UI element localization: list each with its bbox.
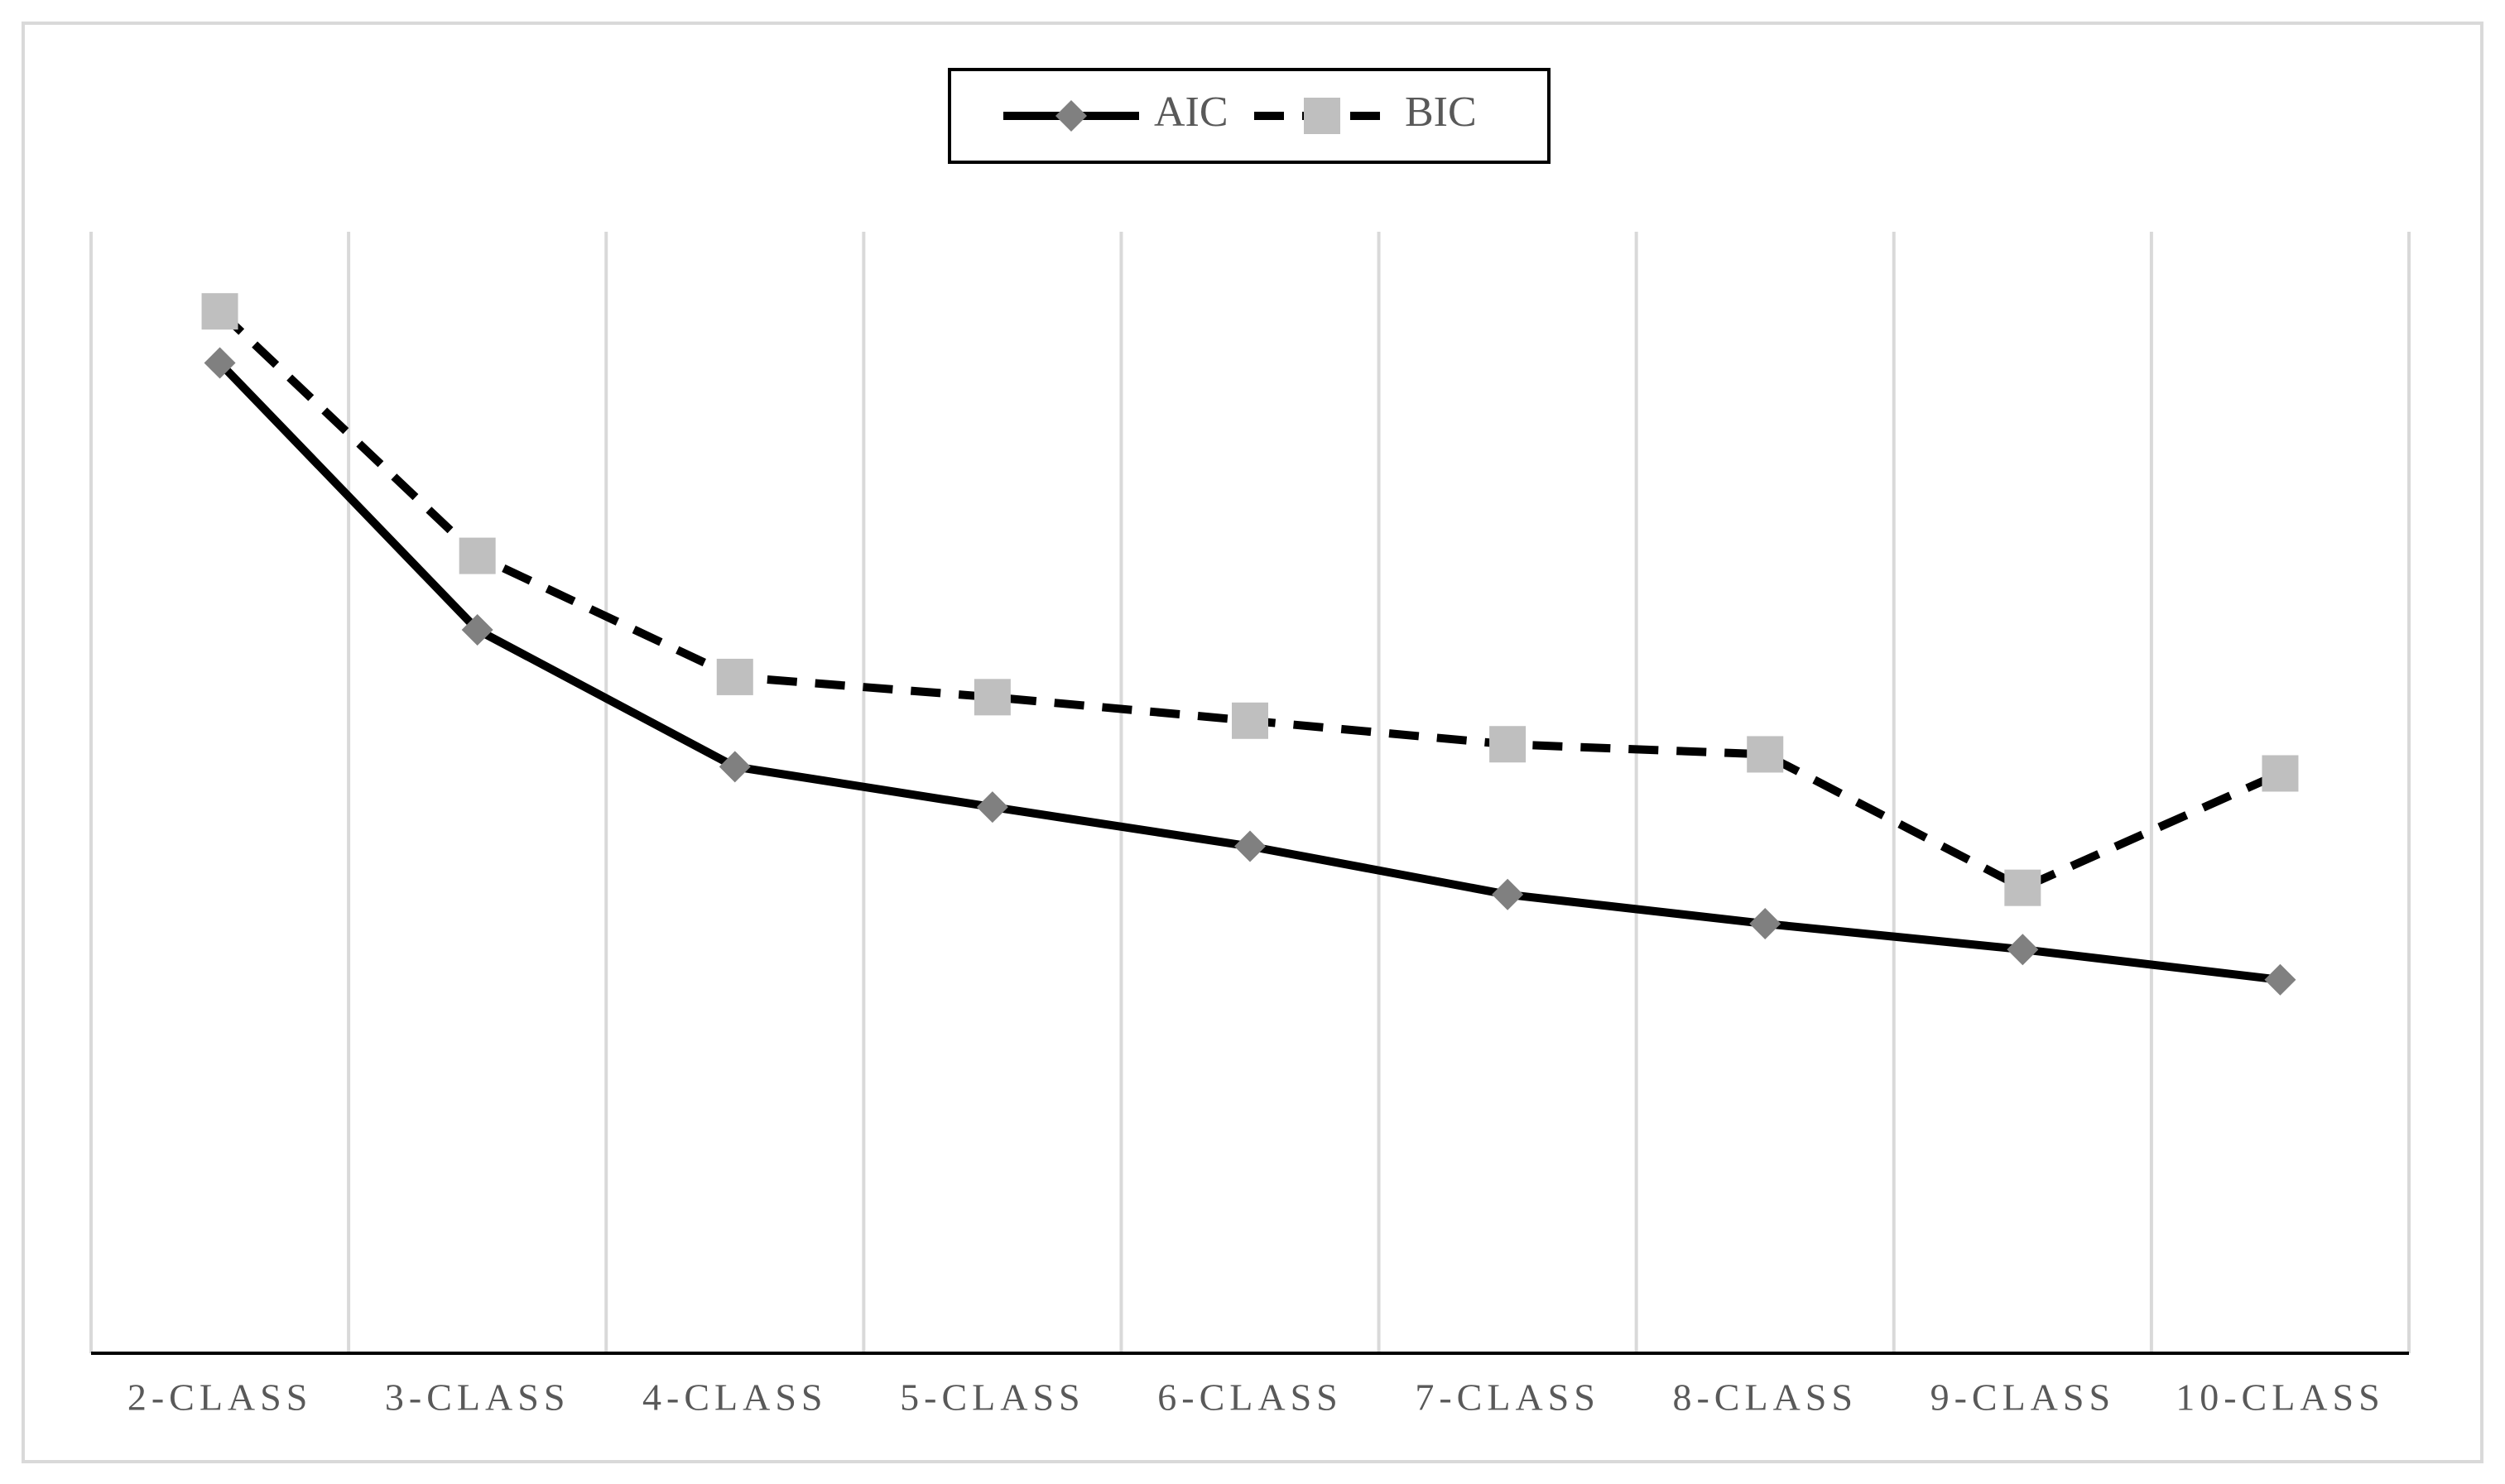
chart-border (22, 22, 2483, 1463)
point (201, 293, 238, 330)
x-tick-label: 5-CLASS (900, 1376, 1084, 1419)
x-tick-label: 9-CLASS (1930, 1376, 2115, 1419)
point (974, 679, 1011, 716)
point (459, 537, 496, 574)
legend-marker (1304, 98, 1340, 134)
point (2264, 963, 2296, 996)
point (719, 751, 751, 783)
point (716, 658, 753, 695)
x-tick-label: 6-CLASS (1157, 1376, 1342, 1419)
legend-label: BIC (1405, 89, 1477, 136)
point (1492, 878, 1524, 910)
x-tick-label: 3-CLASS (385, 1376, 570, 1419)
point (2004, 869, 2041, 906)
point (1749, 908, 1781, 940)
point (461, 614, 493, 646)
x-tick-label: 10-CLASS (2176, 1376, 2384, 1419)
x-tick-label: 7-CLASS (1415, 1376, 1599, 1419)
x-tick-label: 8-CLASS (1672, 1376, 1857, 1419)
point (1489, 726, 1527, 763)
x-tick-label: 2-CLASS (127, 1376, 312, 1419)
point (2007, 934, 2039, 966)
point (1747, 736, 1784, 773)
point (1232, 702, 1268, 739)
point (1234, 830, 1266, 862)
legend-marker (1055, 100, 1087, 132)
legend-label: AIC (1154, 89, 1228, 136)
point (2262, 755, 2299, 792)
point (204, 347, 236, 379)
point (976, 791, 1008, 824)
x-tick-label: 4-CLASS (642, 1376, 827, 1419)
